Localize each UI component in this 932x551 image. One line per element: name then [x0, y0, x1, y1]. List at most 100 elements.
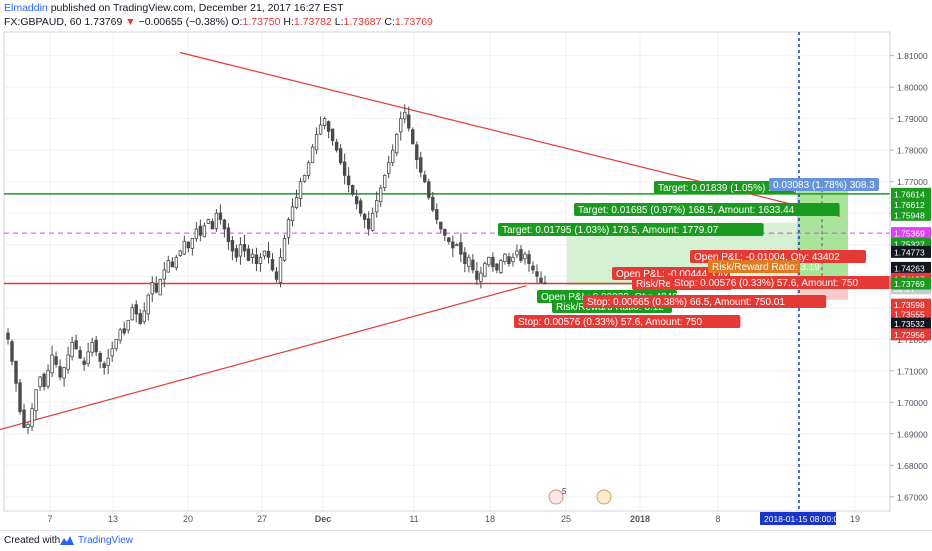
candle	[158, 278, 162, 296]
time-tick-label: 25	[561, 514, 571, 524]
candle	[383, 174, 387, 192]
candle	[14, 360, 18, 392]
candle	[350, 184, 355, 197]
candle	[306, 160, 311, 180]
svg-text:1.76612: 1.76612	[894, 200, 925, 210]
candle	[435, 203, 439, 225]
risk-reward-label-3[interactable]: Risk/Reward Ratio: 3.19	[708, 260, 820, 273]
candle	[254, 247, 259, 272]
candle	[455, 243, 459, 247]
candle	[222, 218, 227, 238]
candle	[278, 248, 283, 288]
tradingview-brand[interactable]: TradingView	[78, 535, 134, 546]
time-tick-label: 19	[850, 514, 860, 524]
candle	[114, 338, 118, 352]
stop-label-1[interactable]: Stop: 0.00576 (0.33%) 57.6, Amount: 750	[514, 315, 741, 328]
event-count: 5	[562, 487, 567, 496]
svg-text:1.74773: 1.74773	[894, 247, 925, 257]
price-scale[interactable]: 1.670001.680001.690001.700001.710001.720…	[889, 32, 931, 511]
target-label-2[interactable]: Target: 0.01685 (0.97%) 168.5, Amount: 1…	[574, 203, 840, 216]
time-scale[interactable]: 7132027Dec1118252018815192018-01-15 08:0…	[4, 510, 890, 525]
candle	[334, 138, 339, 153]
trendline-2[interactable]	[0, 285, 527, 431]
author-link[interactable]: Elmaddin	[4, 2, 48, 14]
candle	[362, 212, 367, 229]
candle	[54, 351, 58, 368]
candle	[258, 253, 263, 272]
candle	[230, 236, 235, 261]
event-marks[interactable]: 5	[548, 487, 612, 505]
candle	[118, 327, 122, 344]
candle	[110, 341, 114, 362]
candle	[126, 319, 130, 334]
candle	[399, 111, 403, 141]
high-value: 1.73782	[293, 16, 332, 28]
price-tick-label: 1.68000	[897, 461, 928, 471]
candle	[50, 345, 54, 378]
candle	[310, 143, 315, 164]
candle	[447, 236, 451, 245]
candle	[162, 262, 166, 288]
target-label-3[interactable]: Target: 0.01839 (1.05%) 183.9, Amount: 1…	[654, 181, 875, 194]
candle	[190, 238, 195, 256]
candle	[475, 262, 479, 286]
svg-text:Stop: 0.00576 (0.33%) 57.6, Am: Stop: 0.00576 (0.33%) 57.6, Amount: 750	[674, 278, 858, 289]
publish-info: published on TradingView.com, December 2…	[50, 2, 344, 14]
time-tick-label: 18	[485, 514, 495, 524]
candle	[282, 234, 287, 262]
candle	[322, 116, 327, 130]
price-tick-label: 1.77000	[897, 177, 928, 187]
candle	[270, 253, 275, 272]
time-tick-label: 8	[715, 514, 720, 524]
svg-text:1.75327: 1.75327	[894, 239, 925, 249]
candle	[6, 328, 10, 345]
time-tick-label: Dec	[315, 514, 332, 524]
position-labels: Target: 0.01795 (1.03%) 179.5, Amount: 1…	[498, 178, 897, 328]
candle	[150, 276, 154, 303]
candle	[106, 349, 110, 375]
candle	[479, 266, 483, 289]
stop-label-2[interactable]: Stop: 0.00665 (0.38%) 66.5, Amount: 750.…	[583, 295, 827, 308]
target-label-1[interactable]: Target: 0.01795 (1.03%) 179.5, Amount: 1…	[498, 223, 764, 236]
candle	[294, 189, 299, 210]
price-scale-tag: 1.75948	[891, 208, 931, 221]
measure-label[interactable]: 0.03083 (1.78%) 308.3	[769, 178, 879, 191]
footer: Created with TradingView	[0, 530, 932, 551]
candle	[467, 254, 471, 273]
candle	[370, 207, 375, 232]
candle	[395, 133, 399, 157]
candle	[483, 261, 487, 278]
svg-text:2018-01-15 08:00:00: 2018-01-15 08:00:00	[764, 514, 843, 524]
candle	[46, 364, 50, 389]
candle	[238, 237, 243, 265]
event-mark[interactable]	[596, 489, 612, 505]
price-scale-tag: 1.73532	[891, 317, 931, 330]
price-change: −0.00655 (−0.38%)	[138, 16, 229, 28]
candle	[318, 116, 323, 136]
open-pnl-label-3[interactable]: Open P&L: -0.01004, Qty: 43402	[690, 250, 866, 263]
price-tick-label: 1.67000	[897, 492, 928, 502]
candle	[18, 378, 22, 415]
candle	[543, 275, 547, 285]
candle	[330, 128, 335, 146]
time-tick-label: 2018	[630, 514, 650, 524]
candle	[130, 303, 134, 321]
candle	[166, 255, 170, 273]
svg-text:1.75369: 1.75369	[894, 229, 925, 239]
candle	[146, 293, 150, 321]
price-scale-tag: 1.76614	[891, 187, 931, 200]
candle	[411, 127, 415, 145]
candle	[178, 249, 183, 258]
svg-text:Stop: 0.00665 (0.38%) 66.5, Am: Stop: 0.00665 (0.38%) 66.5, Amount: 750.…	[587, 297, 785, 308]
candle	[387, 155, 391, 179]
symbol-line: FX:GBPAUD, 60 1.73769 ▼ −0.00655 (−0.38%…	[4, 15, 433, 29]
candle	[338, 144, 343, 165]
stop-label-3[interactable]: Stop: 0.00576 (0.33%) 57.6, Amount: 750	[670, 276, 897, 289]
candle	[507, 252, 511, 267]
candle	[523, 251, 527, 265]
open-value: 1.73750	[242, 16, 281, 28]
candle	[134, 300, 138, 323]
candle	[94, 336, 98, 357]
event-mark[interactable]	[548, 489, 564, 505]
